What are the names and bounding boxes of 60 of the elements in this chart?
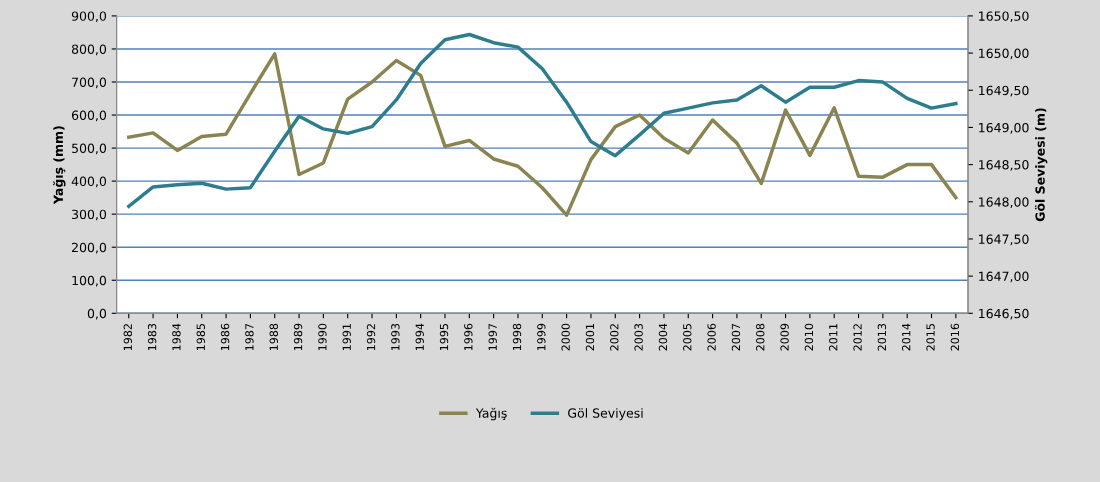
y2-tick-label: 1646,50 (979, 308, 1029, 320)
x-tick-label: 1986 (220, 323, 230, 351)
x-tick-label: 2002 (610, 324, 619, 351)
x-tick-label: 1992 (366, 324, 376, 351)
x-tick-label: 1994 (415, 323, 424, 351)
x-tick-label: 1995 (439, 323, 449, 351)
x-tick-label: 2008 (756, 323, 765, 351)
x-tick-label: 1993 (391, 323, 400, 351)
x-tick-label: 1996 (464, 323, 473, 351)
x-tick-label: 2006 (707, 323, 716, 351)
y2-tick-label: 1650,00 (979, 48, 1029, 60)
x-tick-label: 1991 (342, 324, 351, 351)
y2-axis-title: Göl Seviyesi (m) (1034, 108, 1048, 222)
x-tick-label: 2016 (950, 323, 960, 351)
y2-tick-label: 1650,50 (979, 11, 1029, 23)
x-tick-label: 2009 (780, 323, 789, 351)
y-axis-title: Yağış (mm) (53, 126, 66, 205)
x-tick-label: 2012 (853, 324, 862, 351)
x-tick-label: 1984 (172, 323, 181, 351)
x-tick-label: 2000 (561, 323, 570, 351)
x-tick-label: 2011 (829, 324, 838, 351)
y2-tick-label: 1648,00 (979, 197, 1029, 208)
x-tick-label: 2001 (585, 324, 595, 351)
x-tick-label: 1999 (537, 323, 546, 351)
x-tick-label: 2005 (683, 323, 692, 351)
y-tick-label: 700,0 (72, 77, 107, 89)
y-tick-label: 300,0 (72, 209, 107, 221)
x-tick-label: 2013 (877, 323, 887, 351)
x-tick-label: 1988 (269, 323, 278, 351)
x-tick-label: 1982 (123, 324, 132, 351)
x-tick-label: 2004 (658, 323, 668, 351)
line-series (127, 52, 958, 217)
y-tick-label: 0,0 (87, 308, 107, 320)
legend-label: Göl Seviyesi (568, 408, 643, 421)
x-tick-label: 2010 (804, 323, 814, 351)
y-tick-label: 400,0 (71, 176, 107, 188)
y-tick-label: 500,0 (72, 143, 107, 155)
x-tick-label: 1985 (196, 323, 205, 351)
x-tick-label: 1998 (512, 323, 522, 351)
y2-tick-label: 1649,00 (979, 122, 1029, 134)
y-tick-label: 200,0 (72, 242, 107, 254)
line-series (127, 32, 958, 208)
y2-tick-label: 1647,00 (979, 271, 1029, 283)
y2-tick-label: 1647,50 (979, 234, 1029, 246)
y2-tick-label: 1648,50 (979, 160, 1029, 171)
x-tick-label: 2015 (926, 323, 935, 351)
x-tick-label: 1990 (318, 323, 327, 351)
y-tick-label: 900,0 (71, 11, 107, 23)
y2-tick-label: 1649,50 (979, 85, 1029, 97)
y-tick-label: 800,0 (71, 44, 107, 56)
x-tick-label: 2014 (902, 323, 911, 351)
y-tick-label: 600,0 (71, 110, 107, 122)
legend-label: Yağış (475, 407, 507, 421)
y-tick-label: 100,0 (72, 275, 107, 287)
x-tick-label: 2007 (731, 323, 741, 351)
x-tick-label: 1987 (245, 323, 254, 351)
x-tick-label: 1983 (147, 323, 157, 351)
x-tick-label: 1989 (293, 323, 303, 351)
x-tick-label: 2003 (634, 323, 643, 351)
x-tick-label: 1997 (488, 323, 497, 351)
